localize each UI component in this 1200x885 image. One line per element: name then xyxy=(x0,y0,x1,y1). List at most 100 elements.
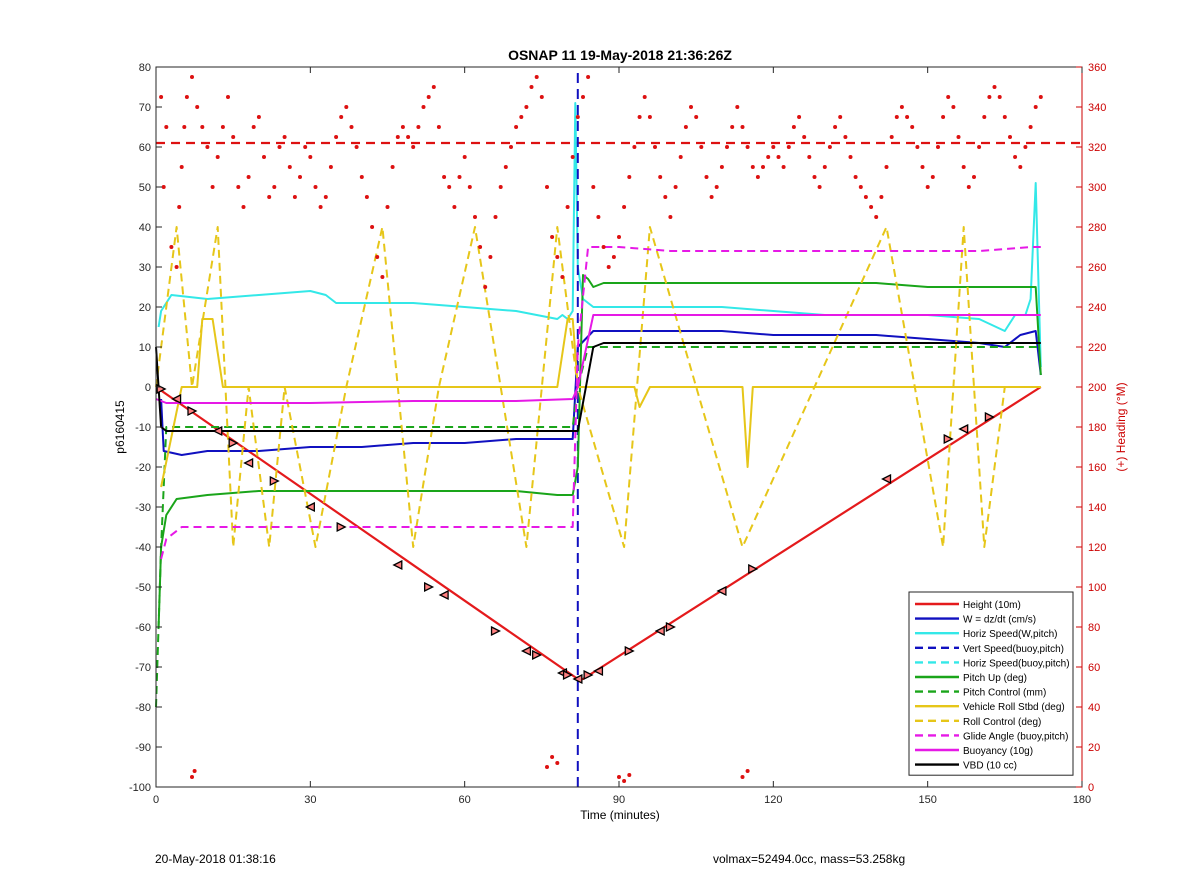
heading-point xyxy=(961,165,966,169)
heading-point xyxy=(498,185,503,189)
legend-label-vbd-10-cc: VBD (10 cc) xyxy=(963,761,1017,772)
heading-point xyxy=(184,95,189,99)
legend-label-horiz-speed-buoy-pitch: Horiz Speed(buoy,pitch) xyxy=(963,658,1070,669)
y-left-tick-label: -30 xyxy=(135,502,151,514)
height-marker xyxy=(269,475,280,487)
heading-point xyxy=(894,115,899,119)
series-pitch-control-mm xyxy=(155,346,1041,708)
height-marker xyxy=(583,669,594,681)
heading-point xyxy=(997,95,1002,99)
height-marker xyxy=(520,645,532,657)
y-right-tick-label: 340 xyxy=(1088,102,1106,114)
heading-point xyxy=(987,95,992,99)
series-vbd-10-cc xyxy=(155,342,1041,432)
heading-point xyxy=(982,115,987,119)
heading-point xyxy=(226,95,230,99)
height-marker xyxy=(943,433,954,445)
height-marker xyxy=(171,393,182,405)
heading-point xyxy=(843,135,848,139)
heading-point xyxy=(853,175,858,179)
heading-point xyxy=(689,105,693,109)
y-axis-right-label: (+) Heading (°M) xyxy=(1114,382,1128,471)
heading-point xyxy=(714,185,719,189)
heading-point xyxy=(617,235,621,239)
heading-point xyxy=(421,105,426,109)
heading-point xyxy=(493,215,498,219)
heading-point xyxy=(545,185,549,189)
heading-point xyxy=(622,205,627,209)
height-marker xyxy=(336,521,347,533)
height-marker xyxy=(187,405,198,417)
heading-point xyxy=(575,115,580,119)
heading-point xyxy=(509,145,513,149)
heading-point xyxy=(905,115,910,119)
height-marker xyxy=(881,473,892,485)
heading-point xyxy=(653,145,657,149)
y-right-tick-label: 300 xyxy=(1088,182,1106,194)
heading-point xyxy=(1008,135,1012,139)
heading-point xyxy=(627,175,632,179)
heading-point xyxy=(838,115,843,119)
heading-point xyxy=(519,115,524,119)
heading-point xyxy=(1018,165,1023,169)
y-left-tick-label: -60 xyxy=(135,622,151,634)
y-right-tick-label: 240 xyxy=(1088,302,1106,314)
legend-label-vert-speed-buoy-pitch: Vert Speed(buoy,pitch) xyxy=(963,644,1064,655)
y-right-tick-label: 360 xyxy=(1088,62,1106,74)
heading-point xyxy=(632,145,637,149)
heading-point xyxy=(750,165,755,169)
heading-point xyxy=(848,155,853,159)
heading-point xyxy=(364,195,369,199)
y-right-tick-label: 60 xyxy=(1088,662,1100,674)
heading-point xyxy=(771,145,776,149)
heading-point xyxy=(740,775,745,779)
series-buoyancy-10g xyxy=(155,314,1041,404)
y-left-tick-label: -50 xyxy=(135,582,151,594)
y-right-tick-label: 140 xyxy=(1088,502,1106,514)
heading-point xyxy=(709,195,714,199)
height-marker xyxy=(490,625,501,637)
heading-point xyxy=(534,75,539,79)
heading-point xyxy=(1002,115,1007,119)
heading-point xyxy=(591,185,596,189)
axes-layer: 0 30 60 90 120 150 180-100-90-80-70-60-50-40-3… xyxy=(129,62,1106,806)
heading-point xyxy=(190,75,194,79)
y-right-tick-label: 160 xyxy=(1088,462,1106,474)
height-marker xyxy=(572,673,583,685)
heading-point xyxy=(354,145,359,149)
series-horiz-speed-w-pitch xyxy=(157,102,1042,368)
heading-point xyxy=(416,125,421,129)
heading-point xyxy=(1033,105,1038,109)
y-left-tick-label: -90 xyxy=(135,742,151,754)
legend: Height (10m) W = dz/dt (cm/s) Horiz Speed(… xyxy=(908,591,1074,776)
height-marker xyxy=(392,559,403,571)
heading-point xyxy=(678,155,683,159)
heading-point xyxy=(889,135,894,139)
heading-point xyxy=(776,155,781,159)
heading-point xyxy=(411,145,416,149)
heading-point xyxy=(766,155,771,159)
y-left-tick-label: -10 xyxy=(135,422,151,434)
heading-point xyxy=(946,95,951,99)
heading-point xyxy=(899,105,904,109)
y-left-tick-label: 20 xyxy=(139,302,151,314)
heading-point xyxy=(627,773,632,777)
heading-point xyxy=(910,125,915,129)
heading-point xyxy=(915,145,920,149)
heading-point xyxy=(241,205,246,209)
heading-point xyxy=(436,125,441,129)
y-left-tick-label: 10 xyxy=(139,342,151,354)
y-right-tick-label: 100 xyxy=(1088,582,1106,594)
heading-point xyxy=(190,775,194,779)
heading-point xyxy=(863,195,868,199)
heading-point xyxy=(565,205,570,209)
heading-point xyxy=(385,205,390,209)
heading-point xyxy=(802,135,807,139)
heading-point xyxy=(488,255,493,259)
heading-point xyxy=(467,185,472,189)
heading-point xyxy=(797,115,802,119)
legend-label-glide-angle-buoy-pitch: Glide Angle (buoy,pitch) xyxy=(963,731,1068,742)
heading-point xyxy=(555,255,560,259)
y-right-tick-label: 320 xyxy=(1088,142,1106,154)
heading-point xyxy=(673,185,678,189)
